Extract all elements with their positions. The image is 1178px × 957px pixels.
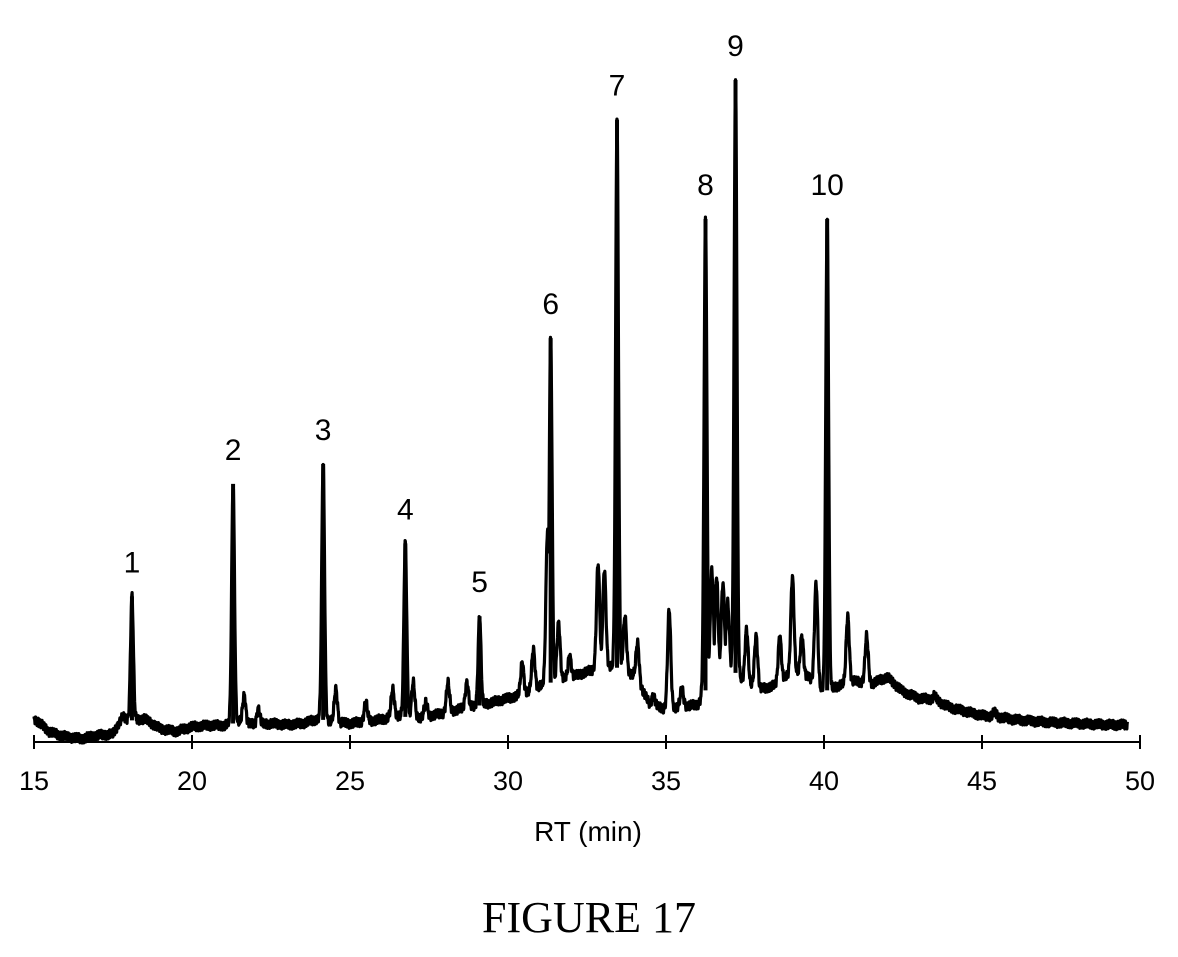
x-tick-label: 30 [493,766,523,796]
peak-label-5: 5 [471,566,488,599]
x-tick-label: 35 [651,766,681,796]
peak-label-10: 10 [810,169,843,202]
x-tick-label: 15 [19,766,49,796]
peak-label-6: 6 [542,288,559,321]
x-tick-label: 20 [177,766,207,796]
chromatogram-trace [32,78,1129,745]
x-tick-label: 40 [809,766,839,796]
chromatogram-line [32,78,1129,745]
peak-label-9: 9 [727,30,744,63]
x-tick-label: 50 [1125,766,1155,796]
peak-label-1: 1 [124,546,141,579]
x-axis: 15 20 25 30 35 40 45 50 [19,735,1155,796]
x-axis-title: RT (min) [534,816,642,847]
x-tick-label: 25 [335,766,365,796]
peak-label-2: 2 [225,434,242,467]
peak-label-7: 7 [609,70,626,103]
x-tick-label: 45 [967,766,997,796]
peak-label-4: 4 [397,493,414,526]
peak-labels: 1 2 3 4 5 6 7 8 9 10 [124,30,844,599]
figure-caption: FIGURE 17 [482,893,696,942]
peak-label-3: 3 [315,414,332,447]
peak-label-8: 8 [697,169,714,202]
